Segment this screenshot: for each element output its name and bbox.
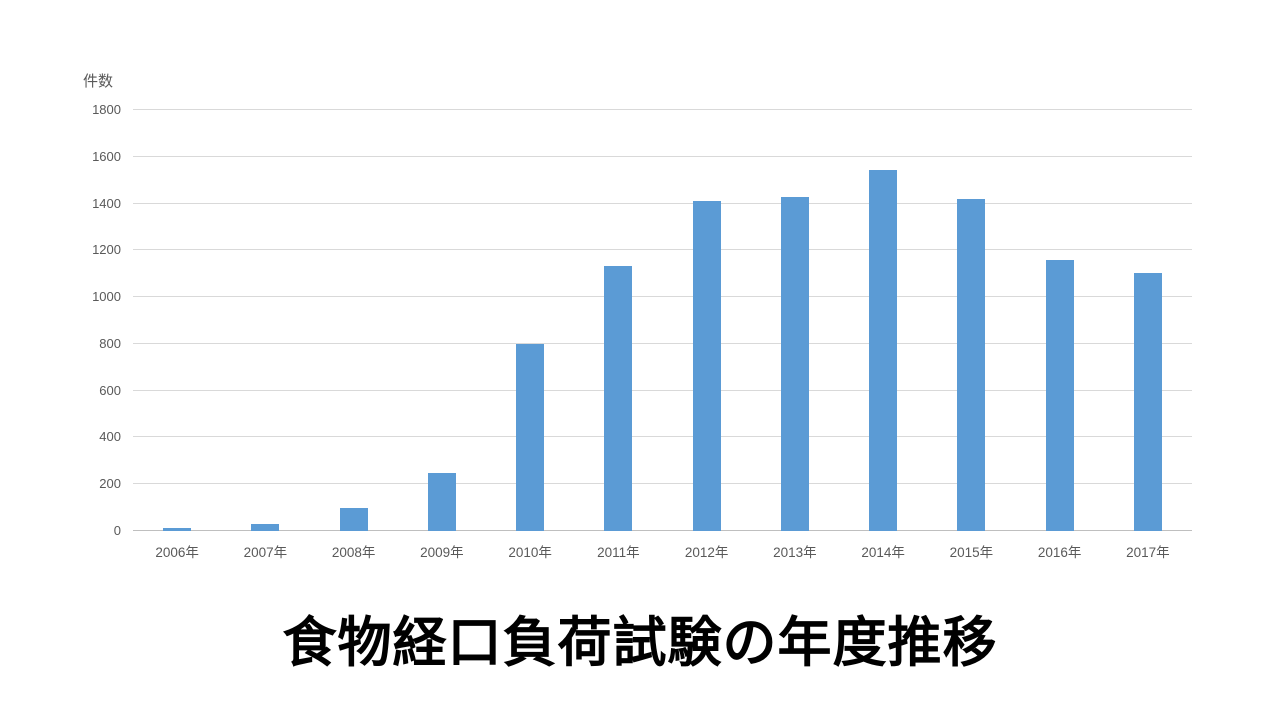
bar-2011年: [604, 265, 633, 531]
x-tick-label: 2015年: [949, 545, 994, 560]
bar-2007年: [251, 523, 280, 531]
bar-2016年: [1045, 259, 1074, 531]
gridline: [133, 389, 1192, 391]
y-tick-label: 600: [99, 382, 121, 398]
y-axis-title: 件数: [83, 73, 114, 90]
bar-2008年: [339, 507, 368, 531]
bar-2006年: [163, 527, 192, 531]
x-tick-label: 2016年: [1037, 545, 1082, 560]
bar-2013年: [780, 196, 809, 531]
x-tick-label: 2008年: [331, 545, 376, 560]
gridline: [133, 483, 1192, 485]
gridline: [133, 296, 1192, 298]
bar-2009年: [427, 472, 456, 531]
x-tick-label: 2013年: [773, 545, 817, 560]
x-axis-line: [133, 530, 1192, 531]
gridline: [133, 202, 1192, 204]
bar-2015年: [957, 198, 986, 531]
gridline: [133, 109, 1192, 110]
plot-area: [133, 109, 1192, 531]
x-tick-label: 2012年: [684, 545, 729, 560]
x-tick-label: 2014年: [861, 545, 905, 560]
x-tick-label: 2009年: [420, 545, 464, 560]
y-tick-label: 1400: [92, 195, 121, 211]
y-tick-label: 1600: [92, 148, 121, 164]
bar-2010年: [516, 343, 545, 531]
y-tick-label: 1800: [92, 102, 121, 117]
x-tick-label: 2006年: [155, 545, 199, 560]
gridline: [133, 436, 1192, 438]
y-tick-label: 200: [99, 476, 121, 492]
gridline: [133, 249, 1192, 251]
bar-2017年: [1133, 272, 1162, 531]
x-tick-label: 2010年: [508, 545, 552, 560]
bar-2012年: [692, 201, 721, 531]
y-tick-label: 1000: [92, 289, 121, 305]
gridline: [133, 342, 1192, 344]
y-tick-label: 1200: [92, 242, 121, 258]
x-tick-label: 2017年: [1126, 545, 1170, 560]
bar-2014年: [869, 169, 898, 531]
x-tick-label: 2011年: [597, 545, 640, 560]
y-tick-label: 0: [113, 523, 121, 538]
chart-title: 食物経口負荷試験の年度推移: [282, 613, 998, 673]
x-tick-label: 2007年: [243, 545, 288, 560]
gridline: [133, 155, 1192, 157]
y-tick-label: 400: [99, 429, 121, 445]
y-tick-label: 800: [99, 335, 121, 351]
